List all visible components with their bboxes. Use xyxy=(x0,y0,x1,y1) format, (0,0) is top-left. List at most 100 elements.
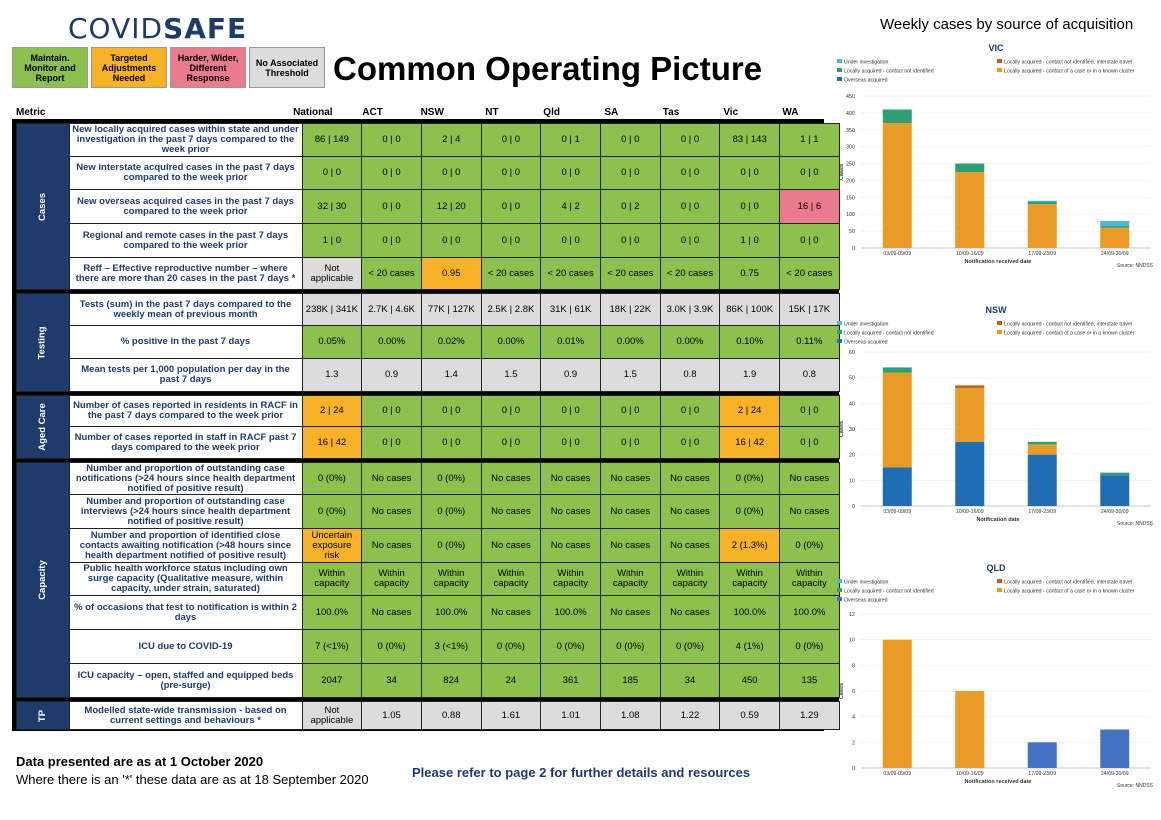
bar-segment xyxy=(1100,220,1130,227)
value-cell-vic: 4 (1%) xyxy=(719,629,781,664)
y-tick-label: 10 xyxy=(849,478,855,484)
value-cell-sa: 185 xyxy=(599,663,661,698)
value-cell-nt: 0 | 0 xyxy=(480,426,542,459)
value-cell-vic: 2 (1.3%) xyxy=(719,528,781,563)
legend-swatch xyxy=(997,59,1002,63)
value-cell-tas: 0 | 0 xyxy=(659,156,721,190)
value-cell-tas: 0 | 0 xyxy=(659,123,721,157)
value-cell-wa: 15K | 17K xyxy=(779,293,840,326)
value-cell-nt: 0 | 0 xyxy=(480,395,542,427)
value-cell-sa: 0 (0%) xyxy=(599,629,661,664)
y-tick-label: 150 xyxy=(846,195,855,201)
value-cell-act: 0 | 0 xyxy=(361,123,422,157)
table-row: New interstate acquired cases in the pas… xyxy=(17,156,840,190)
value-cell-wa: 1.29 xyxy=(779,701,840,730)
legend-entry: Overseas acquired xyxy=(844,598,888,604)
value-cell-qld: 0 | 0 xyxy=(540,395,601,427)
x-axis-label: Notification received date xyxy=(965,779,1032,785)
legend-entry: Overseas acquired xyxy=(844,78,888,84)
value-cell-qld: 361 xyxy=(540,663,601,698)
value-cell-nsw: 100.0% xyxy=(420,595,482,630)
value-cell-nt: No cases xyxy=(480,595,542,630)
value-cell-vic: 0.75 xyxy=(719,257,781,290)
value-cell-qld: 31K | 61K xyxy=(540,293,601,326)
value-cell-wa: 135 xyxy=(779,663,840,698)
metric-label: % of occasions that test to notification… xyxy=(68,595,303,630)
table-row: Public health workforce status including… xyxy=(17,562,840,596)
x-tick-label: 24/09-30/09 xyxy=(1101,771,1129,777)
bar-segment xyxy=(882,367,912,373)
section-aged-care: Aged Care xyxy=(16,395,70,459)
column-header-nt: NT xyxy=(485,107,499,118)
y-tick-label: 20 xyxy=(849,453,855,459)
value-cell-nsw: 2 | 4 xyxy=(420,123,482,157)
value-cell-vic: 0.10% xyxy=(719,325,781,359)
value-cell-national: 0 (0%) xyxy=(301,494,363,529)
value-cell-wa: 0 (0%) xyxy=(779,528,840,563)
value-cell-act: 0 | 0 xyxy=(361,223,422,258)
y-tick-label: 0 xyxy=(852,766,855,772)
legend-swatch xyxy=(837,588,842,592)
metric-label: Number and proportion of identified clos… xyxy=(68,528,303,563)
table-row: Capacity Number and proportion of outstan… xyxy=(16,462,840,698)
chart-qld: QLD Under investigation Locally acquired -… xyxy=(837,563,1154,789)
value-cell-act: < 20 cases xyxy=(361,257,422,290)
legend-swatch xyxy=(837,68,842,72)
metric-label: Tests (sum) in the past 7 days compared … xyxy=(68,293,303,326)
legend-swatch xyxy=(997,68,1002,72)
bar-segment xyxy=(955,163,985,172)
legend-swatch xyxy=(837,77,842,81)
table-row: New overseas acquired cases in the past … xyxy=(17,189,840,224)
value-cell-sa: No cases xyxy=(599,494,661,529)
page-title: Common Operating Picture xyxy=(333,50,763,87)
value-cell-nt: Within capacity xyxy=(480,562,542,596)
bar-segment xyxy=(1100,227,1130,248)
value-cell-qld: No cases xyxy=(540,462,601,495)
column-header-sa: SA xyxy=(604,107,619,118)
value-cell-act: 0 (0%) xyxy=(361,629,422,664)
value-cell-nt: 1.61 xyxy=(480,701,542,730)
value-cell-act: 0 | 0 xyxy=(361,156,422,190)
legend-entry: Locally acquired - contact of a case or … xyxy=(1004,589,1135,595)
value-cell-nsw: 824 xyxy=(420,663,482,698)
value-cell-nsw: 0 (0%) xyxy=(420,494,482,529)
x-axis-label: Notification date xyxy=(976,517,1019,523)
value-cell-sa: 1.08 xyxy=(599,701,661,730)
bar-segment xyxy=(1027,454,1057,506)
metric-label: ICU due to COVID-19 xyxy=(68,629,303,664)
value-cell-tas: 0.8 xyxy=(659,358,721,392)
section-testing: Testing xyxy=(16,293,70,392)
value-cell-qld: 0.9 xyxy=(540,358,601,392)
value-cell-qld: 1.01 xyxy=(540,701,601,730)
table-row: % of occasions that test to notification… xyxy=(17,595,840,630)
y-tick-label: 100 xyxy=(846,212,855,218)
value-cell-act: Within capacity xyxy=(361,562,422,596)
y-axis-label: Cases xyxy=(839,421,845,437)
bar-segment xyxy=(1027,200,1057,202)
value-cell-vic: 83 | 143 xyxy=(719,123,781,157)
value-cell-tas: 1.22 xyxy=(659,701,721,730)
y-tick-label: 50 xyxy=(849,229,855,235)
source-note: Source: NNDSS xyxy=(1117,521,1154,527)
legend-swatch xyxy=(837,321,842,325)
value-cell-vic: 86K | 100K xyxy=(719,293,781,326)
bar-segment xyxy=(882,639,912,768)
value-cell-nsw: 0 | 0 xyxy=(420,156,482,190)
charts-area: VIC Under investigation Locally acquired -… xyxy=(837,43,1154,789)
legend-targeted: Targeted Adjustments Needed xyxy=(91,47,167,88)
value-cell-wa: 0.8 xyxy=(779,358,840,392)
legend-swatch xyxy=(997,321,1002,325)
y-tick-label: 400 xyxy=(846,111,855,117)
legend-swatch xyxy=(837,597,842,601)
y-tick-label: 10 xyxy=(849,638,855,644)
bar-segment xyxy=(1100,226,1130,228)
bar-segment xyxy=(1100,729,1130,768)
value-cell-nt: 0 | 0 xyxy=(480,123,542,157)
bar-segment xyxy=(1027,441,1057,445)
value-cell-qld: 0 | 0 xyxy=(540,156,601,190)
bar-segment xyxy=(882,372,912,468)
chart-title: NSW xyxy=(986,305,1008,315)
value-cell-nt: No cases xyxy=(480,494,542,529)
metric-label: Number and proportion of outstanding cas… xyxy=(68,494,303,529)
legend-swatch xyxy=(837,339,842,343)
